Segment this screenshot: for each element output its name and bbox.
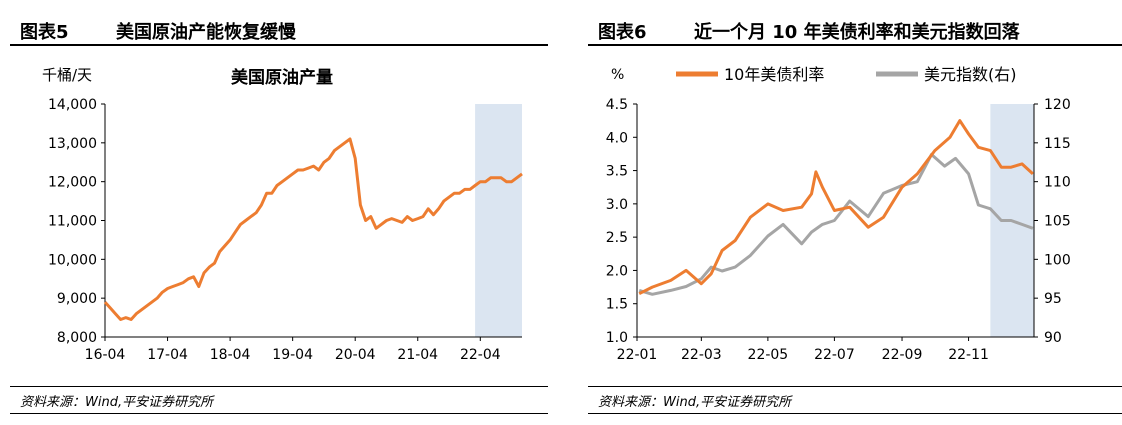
y-tick-label: 13,000 xyxy=(48,136,97,152)
y-tick-label: 12,000 xyxy=(48,175,97,191)
treasury-yield-dollar-index-chart: 1.0 1.5 2.0 2.5 3.0 3.5 4.0 4.5 90 95 100 105 110 115… xyxy=(606,65,1071,363)
y2-tick-label: 95 xyxy=(1044,291,1062,307)
source-note: 资料来源：Wind,平安证券研究所 xyxy=(588,386,1122,414)
y-tick-label: 2.5 xyxy=(606,230,628,246)
y-tick-label: 10,000 xyxy=(48,252,97,268)
x-tick-label: 22-11 xyxy=(948,347,989,363)
x-tick-label: 22-01 xyxy=(617,347,658,363)
x-tick-label: 22-09 xyxy=(882,347,923,363)
x-tick-label: 22-07 xyxy=(814,347,855,363)
y-tick-label: 1.5 xyxy=(606,297,628,313)
x-tick-label: 18-04 xyxy=(210,347,251,363)
figure-header: 图表6 近一个月 10 年美债利率和美元指数回落 xyxy=(588,8,1122,46)
highlight-band xyxy=(475,104,522,337)
x-tick-label: 22-04 xyxy=(460,347,501,363)
y-tick-label: 14,000 xyxy=(48,97,97,113)
x-tick-label: 22-05 xyxy=(748,347,789,363)
x-tick-label: 21-04 xyxy=(397,347,438,363)
source-note: 资料来源：Wind,平安证券研究所 xyxy=(10,386,548,414)
source-text: 资料来源：Wind,平安证券研究所 xyxy=(20,395,214,410)
figure-number: 图表6 xyxy=(598,22,647,43)
source-text: 资料来源：Wind,平安证券研究所 xyxy=(598,395,792,410)
legend-label-dxy: 美元指数(右) xyxy=(924,65,1017,84)
dollar-index-series-line xyxy=(638,153,1034,296)
production-series-line xyxy=(103,137,523,321)
chart-title: 美国原油产量 xyxy=(231,67,333,88)
x-tick-label: 17-04 xyxy=(147,347,188,363)
figure-title: 近一个月 10 年美债利率和美元指数回落 xyxy=(694,22,1020,43)
figure-title: 美国原油产能恢复缓慢 xyxy=(116,22,296,43)
y2-tick-label: 100 xyxy=(1044,252,1071,268)
y-axis-unit: 千桶/天 xyxy=(42,66,92,84)
y-tick-label: 11,000 xyxy=(48,214,97,230)
y-tick-label: 3.0 xyxy=(606,197,628,213)
y-tick-label: 9,000 xyxy=(57,291,97,307)
y-tick-label: 1.0 xyxy=(606,330,628,346)
y-tick-label: 2.0 xyxy=(606,263,628,279)
crude-oil-production-chart: 8,000 9,000 10,000 11,000 12,000 13,000 14,000… xyxy=(42,66,523,363)
treasury-yield-series-line xyxy=(638,119,1034,296)
left-figure-panel: 图表5 美国原油产能恢复缓慢 8,000 9,000 10,000 11,000 12,… xyxy=(0,0,548,425)
y2-tick-label: 90 xyxy=(1044,330,1062,346)
x-tick-label: 16-04 xyxy=(85,347,126,363)
y2-tick-label: 115 xyxy=(1044,136,1071,152)
x-tick-label: 22-03 xyxy=(681,347,722,363)
y-tick-label: 4.0 xyxy=(606,130,628,146)
legend-label-rate: 10年美债利率 xyxy=(724,65,824,84)
y-tick-label: 4.5 xyxy=(606,97,628,113)
right-figure-panel: 图表6 近一个月 10 年美债利率和美元指数回落 1.0 1.5 2.0 2.5 3.0… xyxy=(578,0,1122,425)
y2-tick-label: 110 xyxy=(1044,175,1071,191)
figure-number: 图表5 xyxy=(20,22,69,43)
x-tick-label: 20-04 xyxy=(335,347,376,363)
figure-header: 图表5 美国原油产能恢复缓慢 xyxy=(10,8,548,46)
y-tick-label: 3.5 xyxy=(606,164,628,180)
x-tick-label: 19-04 xyxy=(272,347,313,363)
y2-tick-label: 120 xyxy=(1044,97,1071,113)
y2-tick-label: 105 xyxy=(1044,214,1071,230)
y-axis-unit: % xyxy=(611,67,624,83)
y-tick-label: 8,000 xyxy=(57,330,97,346)
